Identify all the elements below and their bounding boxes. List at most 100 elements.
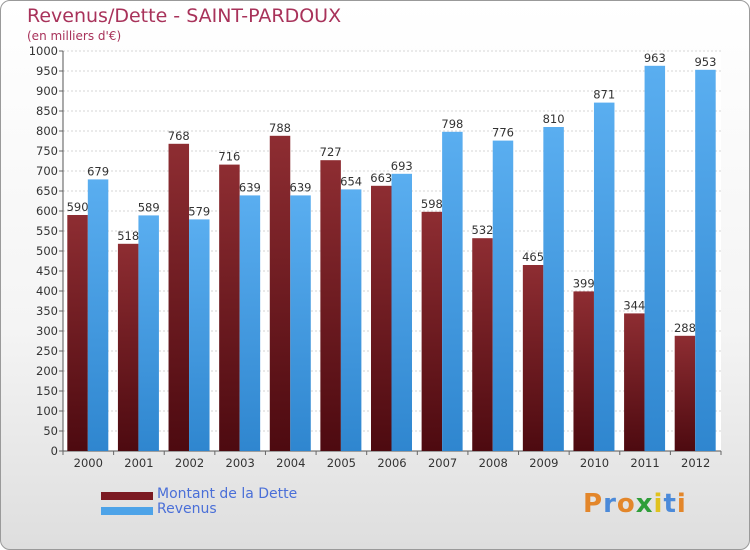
- y-tick-label: 1000: [29, 44, 58, 58]
- x-tick-label: 2011: [630, 456, 659, 470]
- x-tick-label: 2004: [276, 456, 305, 470]
- logo-letter: t: [663, 489, 677, 519]
- bar-dette: [269, 135, 291, 452]
- y-tick-label: 750: [36, 144, 58, 158]
- data-label-revenus: 963: [644, 51, 666, 65]
- x-tick-label: 2003: [226, 456, 255, 470]
- x-tick-label: 2002: [175, 456, 204, 470]
- chart-title: Revenus/Dette - SAINT-PARDOUX: [27, 5, 342, 27]
- logo-letter: i: [653, 489, 664, 519]
- bar-revenus: [138, 215, 159, 451]
- legend-label-revenus: Revenus: [157, 501, 217, 517]
- data-label-dette: 465: [522, 250, 544, 264]
- data-label-dette: 768: [168, 129, 190, 143]
- x-tick-label: 2001: [124, 456, 153, 470]
- data-label-dette: 598: [421, 197, 443, 211]
- x-tick-label: 2012: [681, 456, 710, 470]
- data-label-dette: 590: [67, 200, 89, 214]
- y-tick-label: 300: [36, 324, 58, 338]
- data-label-revenus: 579: [188, 204, 210, 218]
- data-label-revenus: 953: [694, 55, 716, 69]
- bar-revenus: [695, 69, 716, 452]
- data-label-revenus: 810: [543, 112, 565, 126]
- y-tick-label: 150: [36, 384, 58, 398]
- y-tick-label: 850: [36, 104, 58, 118]
- bar-dette: [522, 265, 544, 451]
- data-label-dette: 663: [370, 171, 392, 185]
- bar-dette: [371, 185, 392, 452]
- data-label-revenus: 798: [441, 117, 463, 131]
- bar-revenus: [442, 131, 463, 452]
- data-label-revenus: 693: [391, 159, 413, 173]
- bar-dette: [674, 335, 696, 451]
- y-tick-label: 50: [43, 424, 58, 438]
- data-label-revenus: 654: [340, 174, 362, 188]
- y-tick-label: 200: [36, 364, 58, 378]
- y-tick-label: 650: [36, 184, 58, 198]
- x-tick-label: 2008: [479, 456, 508, 470]
- legend-label-dette: Montant de la Dette: [157, 486, 298, 502]
- bar-dette: [624, 313, 645, 451]
- y-tick-label: 550: [36, 224, 58, 238]
- y-tick-label: 600: [36, 204, 58, 218]
- data-label-dette: 716: [218, 150, 240, 164]
- x-tick-label: 2009: [529, 456, 558, 470]
- logo-letter: P: [583, 489, 604, 519]
- bar-dette: [168, 143, 190, 452]
- x-tick-label: 2006: [377, 456, 406, 470]
- data-label-revenus: 871: [593, 88, 615, 102]
- bar-dette: [67, 215, 88, 451]
- y-tick-label: 350: [36, 304, 58, 318]
- x-tick-label: 2010: [580, 456, 609, 470]
- bar-revenus: [340, 189, 362, 451]
- bar-revenus: [87, 179, 109, 451]
- data-label-dette: 788: [269, 121, 291, 135]
- y-tick-label: 400: [36, 284, 58, 298]
- x-tick-label: 2005: [327, 456, 356, 470]
- logo-letter: i: [676, 489, 687, 519]
- bar-dette: [117, 243, 139, 451]
- legend-swatch-revenus: [101, 507, 153, 515]
- bar-revenus: [543, 127, 564, 451]
- logo-letter: o: [616, 489, 636, 519]
- chart-subtitle: (en milliers d'€): [27, 29, 122, 43]
- bar-dette: [573, 291, 594, 451]
- data-label-revenus: 679: [87, 164, 109, 178]
- data-label-revenus: 589: [138, 200, 160, 214]
- data-label-dette: 344: [623, 298, 645, 312]
- data-label-revenus: 776: [492, 126, 514, 140]
- data-label-dette: 399: [573, 276, 595, 290]
- bar-revenus: [189, 219, 210, 451]
- x-tick-label: 2007: [428, 456, 457, 470]
- data-label-dette: 727: [320, 145, 342, 159]
- y-tick-label: 900: [36, 84, 58, 98]
- proxiti-logo: Proxiti: [583, 489, 687, 519]
- bar-revenus: [290, 195, 311, 451]
- legend-swatch-dette: [101, 492, 153, 500]
- bar-revenus: [492, 140, 514, 451]
- y-tick-label: 700: [36, 164, 58, 178]
- data-label-dette: 532: [472, 223, 494, 237]
- bar-revenus: [593, 102, 615, 451]
- data-label-revenus: 639: [290, 180, 312, 194]
- data-label-revenus: 639: [239, 180, 261, 194]
- y-tick-label: 450: [36, 264, 58, 278]
- y-tick-label: 800: [36, 124, 58, 138]
- logo-letter: x: [635, 489, 654, 519]
- data-label-dette: 518: [117, 229, 139, 243]
- bar-dette: [421, 211, 443, 451]
- logo-letter: r: [603, 489, 617, 519]
- bar-revenus: [644, 65, 666, 452]
- y-tick-label: 950: [36, 64, 58, 78]
- data-label-dette: 288: [674, 321, 696, 335]
- x-tick-label: 2000: [74, 456, 103, 470]
- y-tick-label: 250: [36, 344, 58, 358]
- bar-revenus: [391, 173, 412, 452]
- bar-dette: [320, 160, 341, 451]
- bar-dette: [472, 238, 493, 451]
- y-tick-label: 0: [51, 444, 58, 458]
- bar-dette: [219, 164, 240, 451]
- y-tick-label: 500: [36, 244, 58, 258]
